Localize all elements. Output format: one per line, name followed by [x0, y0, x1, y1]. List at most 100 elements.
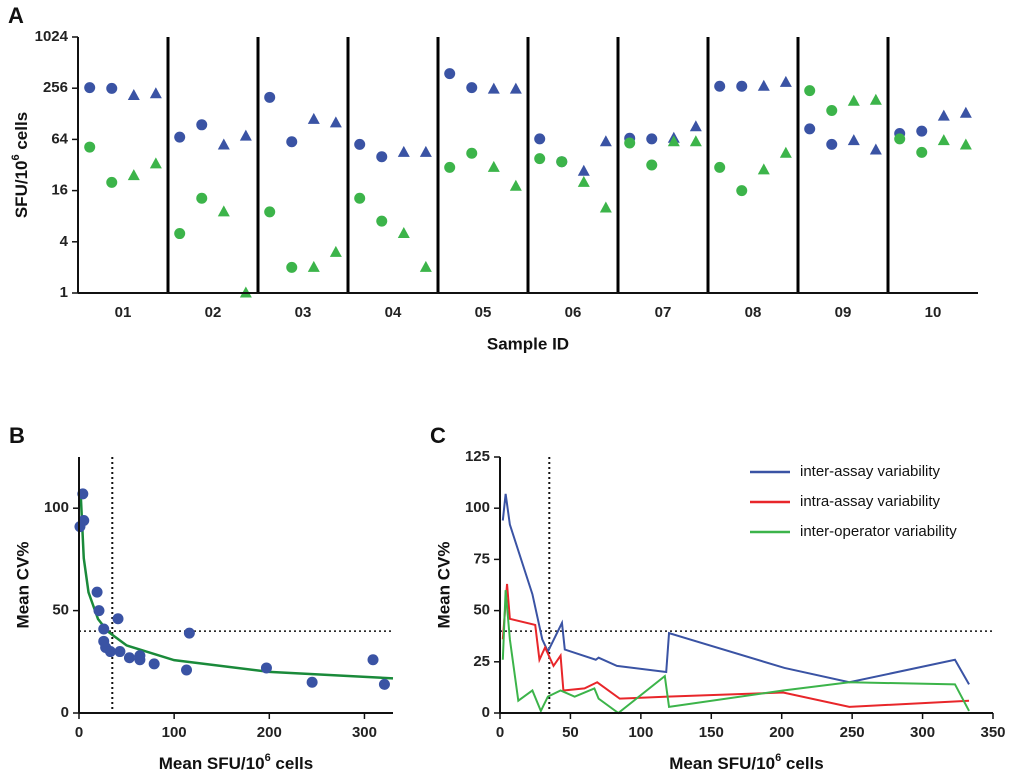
point [646, 133, 658, 145]
x-tick-label: 04 [385, 304, 402, 321]
y-axis-label-part: 6 [10, 154, 22, 160]
x-tick-label: 300 [910, 724, 935, 741]
legend-label: intra-assay variability [800, 493, 941, 510]
point [916, 146, 928, 158]
point [779, 146, 792, 158]
point [106, 82, 118, 94]
x-tick-label: 07 [655, 304, 672, 321]
y-tick-label: 125 [465, 448, 490, 465]
point [376, 215, 388, 227]
y-tick-label: 25 [473, 653, 490, 670]
point [397, 227, 410, 239]
point [826, 104, 838, 116]
point [286, 136, 298, 148]
point [624, 137, 636, 149]
point [779, 75, 792, 87]
point [894, 133, 906, 145]
x-tick-label: 05 [475, 304, 492, 321]
point [127, 89, 140, 101]
point [397, 145, 410, 157]
x-tick-label: 02 [205, 304, 222, 321]
point [183, 627, 195, 639]
point [534, 133, 546, 145]
x-axis-label-part: 6 [775, 752, 781, 764]
line [501, 590, 970, 715]
point [757, 79, 770, 91]
point [869, 93, 882, 105]
point [174, 228, 186, 240]
point [378, 678, 390, 690]
x-tick-label: 10 [925, 304, 942, 321]
point [114, 646, 126, 658]
point [937, 134, 950, 146]
legend-label: inter-operator variability [800, 523, 957, 540]
point [509, 82, 522, 94]
point [123, 652, 135, 664]
point [112, 613, 124, 625]
x-axis-label: Sample ID [487, 334, 569, 353]
point [84, 141, 96, 153]
fit-curve [79, 498, 394, 680]
point [959, 138, 972, 150]
point [577, 175, 590, 187]
y-tick-label: 1 [60, 284, 68, 301]
point [329, 245, 342, 257]
point [217, 205, 230, 217]
x-tick-label: 0 [496, 724, 504, 741]
x-axis-label: Mean SFU/106 cells [669, 752, 823, 774]
point [444, 68, 456, 80]
x-tick-label: 08 [745, 304, 762, 321]
point [736, 80, 748, 92]
y-tick-label: 50 [473, 602, 490, 619]
legend-label: inter-assay variability [800, 463, 941, 480]
point [91, 586, 103, 598]
line [501, 583, 970, 708]
point [826, 138, 838, 150]
point [509, 179, 522, 191]
point [149, 87, 162, 99]
point [93, 605, 105, 617]
point [98, 623, 110, 635]
point [599, 201, 612, 213]
y-axis-label-part: cells [12, 112, 31, 155]
y-tick-label: 100 [465, 499, 490, 516]
y-tick-label: 75 [473, 550, 490, 567]
point [106, 176, 118, 188]
point [466, 147, 478, 159]
x-tick-label: 200 [257, 724, 282, 741]
point [354, 138, 366, 150]
point [307, 260, 320, 272]
point [196, 119, 208, 131]
point [149, 157, 162, 169]
point [714, 161, 726, 173]
y-tick-label: 16 [51, 182, 68, 199]
line [501, 493, 970, 685]
point [181, 664, 193, 676]
point [77, 488, 89, 500]
point [286, 261, 298, 273]
point [260, 662, 272, 674]
point [556, 156, 568, 168]
x-tick-label: 150 [699, 724, 724, 741]
x-tick-label: 100 [628, 724, 653, 741]
point [804, 123, 816, 135]
point [487, 82, 500, 94]
panel-letter: B [9, 423, 25, 448]
point [264, 206, 276, 218]
point [916, 125, 928, 137]
point [959, 106, 972, 118]
point [599, 135, 612, 147]
x-tick-label: 350 [980, 724, 1005, 741]
x-tick-label: 0 [75, 724, 83, 741]
point [84, 82, 96, 94]
x-tick-label: 01 [115, 304, 132, 321]
point [134, 650, 146, 662]
point [174, 131, 186, 143]
point [329, 116, 342, 128]
x-axis-label-part: 6 [265, 752, 271, 764]
panel-letter: C [430, 423, 446, 448]
point [667, 135, 680, 147]
point [196, 192, 208, 204]
y-tick-label: 100 [44, 499, 69, 516]
x-tick-label: 50 [562, 724, 579, 741]
